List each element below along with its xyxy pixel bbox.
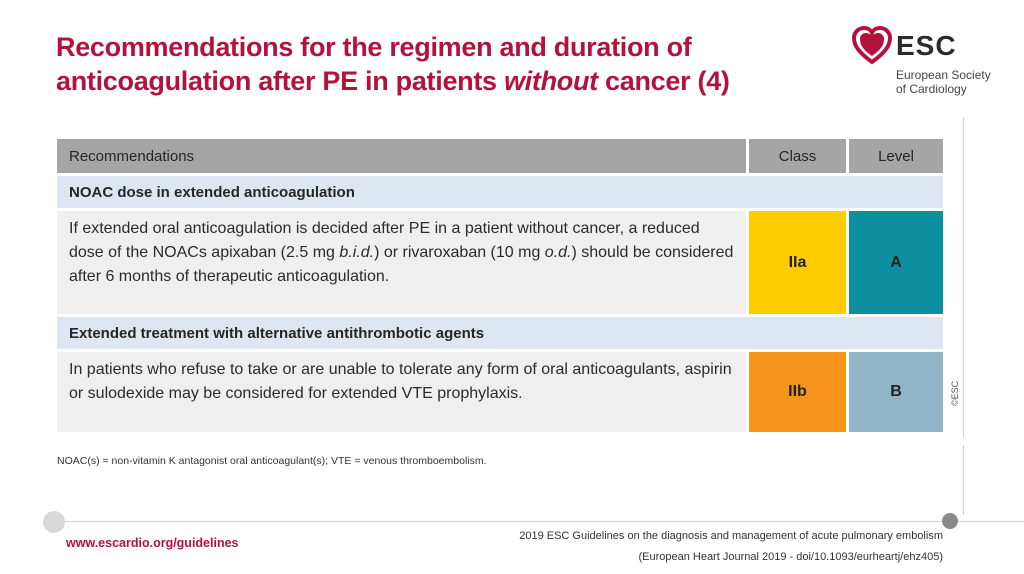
logo-name: ESC: [896, 30, 957, 61]
abbreviations-footnote: NOAC(s) = non-vitamin K antagonist oral …: [57, 455, 487, 467]
section-heading-noac-dose: NOAC dose in extended anticoagulation: [57, 176, 943, 208]
citation-line-1: 2019 ESC Guidelines on the diagnosis and…: [519, 530, 943, 542]
class-badge: IIa: [749, 211, 846, 314]
table-row: In patients who refuse to take or are un…: [57, 352, 943, 432]
footer-divider-right: [958, 521, 1024, 522]
recommendation-text: If extended oral anticoagulation is deci…: [57, 211, 746, 314]
decorative-dot-right: [942, 513, 958, 529]
title-line-2: anticoagulation after PE in patients wit…: [56, 64, 836, 98]
logo-subtitle-line-2: of Cardiology: [896, 82, 967, 96]
header-class: Class: [749, 139, 846, 173]
divider-vertical-lower: [963, 445, 964, 515]
level-badge: B: [849, 352, 943, 432]
divider-vertical: [963, 118, 964, 438]
logo-subtitle: European Society of Cardiology: [896, 68, 991, 96]
title-line-1: Recommendations for the regimen and dura…: [56, 32, 692, 62]
recommendations-table: Recommendations Class Level NOAC dose in…: [57, 139, 943, 432]
guidelines-link[interactable]: www.escardio.org/guidelines: [66, 536, 239, 550]
title-line-2-end: cancer (4): [597, 66, 730, 96]
citation-line-2: (European Heart Journal 2019 - doi/10.10…: [638, 551, 943, 563]
esc-logo: ESC European Society of Cardiology: [852, 26, 1012, 96]
slide-title: Recommendations for the regimen and dura…: [56, 30, 836, 98]
class-badge: IIb: [749, 352, 846, 432]
header-level: Level: [849, 139, 943, 173]
level-badge: A: [849, 211, 943, 314]
footer-divider: [55, 521, 950, 522]
copyright-mark: ©ESC: [950, 380, 960, 406]
decorative-dot-left: [43, 511, 65, 533]
table-header-row: Recommendations Class Level: [57, 139, 943, 173]
table-row: If extended oral anticoagulation is deci…: [57, 211, 943, 314]
text-italic: b.i.d.: [339, 244, 375, 261]
header-recommendations: Recommendations: [57, 139, 746, 173]
logo-subtitle-line-1: European Society: [896, 68, 991, 82]
recommendation-text: In patients who refuse to take or are un…: [57, 352, 746, 432]
heart-icon: [852, 26, 892, 65]
text-part: ) should be considered after 6 months of…: [69, 244, 734, 285]
title-line-2-start: anticoagulation after PE in patients: [56, 66, 504, 96]
text-part: If extended oral anticoagulation is deci…: [69, 220, 700, 261]
title-emphasis: without: [503, 66, 598, 96]
text-part: ) or rivaroxaban (10 mg: [374, 244, 545, 261]
text-italic: o.d.: [544, 244, 572, 261]
section-heading-alternative-agents: Extended treatment with alternative anti…: [57, 317, 943, 349]
